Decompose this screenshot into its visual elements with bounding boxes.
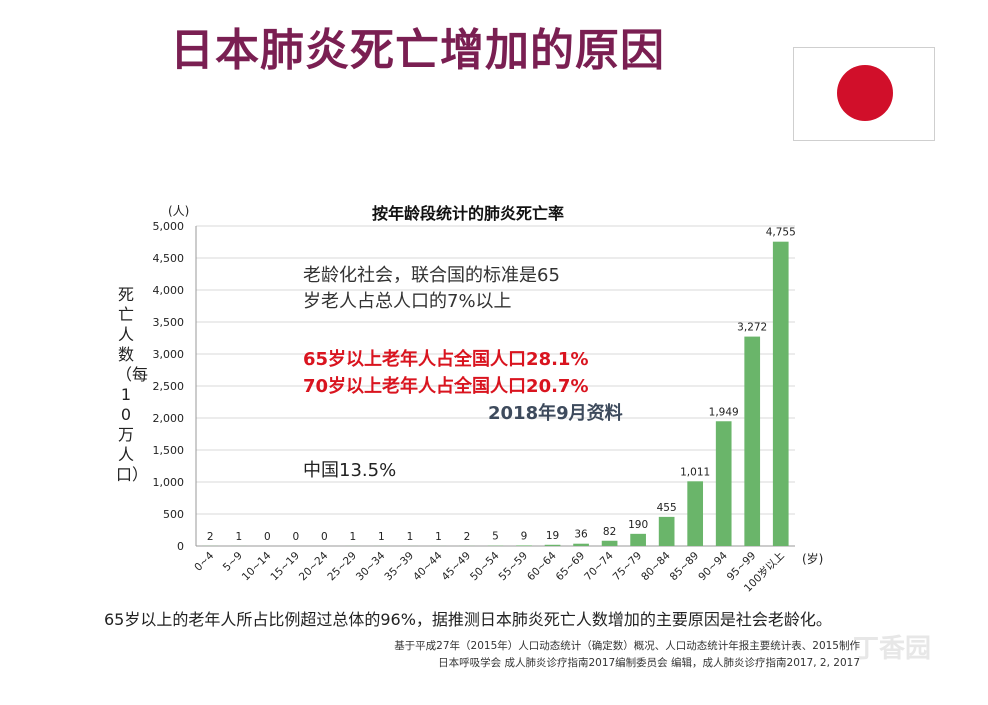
bar-value-label: 2 bbox=[207, 531, 214, 543]
source-line-1: 基于平成27年（2015年）人口动态统计（确定数）概况、人口动态统计年报主要统计… bbox=[394, 640, 860, 652]
x-tick-label: 55~59 bbox=[497, 550, 531, 584]
y-tick-label: 4,000 bbox=[153, 284, 185, 297]
x-tick-label: 25~29 bbox=[325, 550, 359, 584]
annotation-aging-standard-1: 老龄化社会，联合国的标准是65 bbox=[303, 265, 560, 286]
bar-value-label: 82 bbox=[603, 526, 616, 538]
bar-chart: 05001,0001,5002,0002,5003,0003,5004,0004… bbox=[153, 204, 824, 595]
annotation-65-plus: 65岁以上老年人占全国人口28.1% bbox=[303, 349, 589, 370]
x-tick-label: 40~44 bbox=[411, 549, 445, 583]
annotation-china: 中国13.5% bbox=[303, 460, 397, 481]
bar-value-label: 1 bbox=[350, 531, 357, 543]
x-tick-label: 90~94 bbox=[696, 549, 730, 583]
bar-value-label: 1,011 bbox=[680, 466, 710, 478]
y-tick-label: 2,000 bbox=[153, 412, 185, 425]
bar bbox=[715, 421, 732, 546]
bar-value-label: 1 bbox=[407, 531, 414, 543]
bar bbox=[658, 516, 675, 546]
y-unit-label: (人) bbox=[168, 204, 189, 218]
bar-value-label: 19 bbox=[546, 530, 559, 542]
x-tick-label: 75~79 bbox=[611, 550, 645, 584]
page-title: 日本肺炎死亡增加的原因 bbox=[170, 25, 665, 76]
x-tick-label: 30~34 bbox=[354, 549, 388, 583]
bar-value-label: 0 bbox=[321, 531, 328, 543]
x-tick-label: 5~9 bbox=[221, 550, 245, 574]
x-tick-label: 20~24 bbox=[297, 549, 331, 583]
x-tick-label: 0~4 bbox=[192, 549, 216, 573]
y-tick-label: 1,000 bbox=[153, 476, 185, 489]
source-line-2: 日本呼吸学会 成人肺炎诊疗指南2017编制委员会 编辑，成人肺炎诊疗指南2017… bbox=[438, 657, 860, 669]
bar bbox=[601, 540, 618, 546]
x-unit-label: (岁) bbox=[802, 551, 823, 566]
bar-value-label: 1,949 bbox=[709, 406, 739, 418]
bar bbox=[516, 545, 532, 546]
y-tick-label: 500 bbox=[163, 508, 184, 521]
bar bbox=[687, 481, 704, 546]
bar-value-label: 1 bbox=[378, 531, 385, 543]
bar bbox=[630, 533, 646, 546]
conclusion-text: 65岁以上的老年人所占比例超过总体的96%，据推测日本肺炎死亡人数增加的主要原因… bbox=[104, 610, 832, 629]
bar bbox=[744, 336, 761, 546]
bar-value-label: 9 bbox=[521, 530, 528, 542]
y-tick-label: 3,000 bbox=[153, 348, 185, 361]
x-tick-label: 80~84 bbox=[639, 549, 673, 583]
y-tick-label: 0 bbox=[177, 540, 184, 553]
bar bbox=[573, 543, 589, 546]
annotation-aging-standard-2: 岁老人占总人口的7%以上 bbox=[303, 291, 512, 312]
bar-value-label: 36 bbox=[574, 529, 588, 541]
y-tick-label: 5,000 bbox=[153, 220, 185, 233]
x-tick-label: 70~74 bbox=[582, 549, 616, 583]
annotation-70-plus: 70岁以上老年人占全国人口20.7% bbox=[303, 376, 589, 397]
x-tick-label: 15~19 bbox=[268, 550, 302, 584]
watermark: 丁香园 bbox=[853, 634, 932, 664]
bar bbox=[544, 544, 561, 546]
bar bbox=[772, 241, 789, 546]
y-tick-label: 3,500 bbox=[153, 316, 185, 329]
bar-value-label: 0 bbox=[264, 531, 271, 543]
bar-value-label: 455 bbox=[657, 502, 677, 514]
bar-value-label: 190 bbox=[628, 519, 648, 531]
y-tick-label: 2,500 bbox=[153, 380, 185, 393]
flag-red-circle bbox=[837, 65, 893, 121]
bar-value-label: 2 bbox=[464, 531, 471, 543]
annotation-data-date: 2018年9月资料 bbox=[488, 403, 623, 424]
x-tick-label: 60~64 bbox=[525, 549, 559, 583]
x-tick-label: 65~69 bbox=[554, 550, 588, 584]
x-tick-label: 35~39 bbox=[382, 550, 416, 584]
x-tick-label: 10~14 bbox=[240, 549, 274, 583]
bar-value-label: 4,755 bbox=[766, 227, 796, 239]
y-axis-title: 死亡人数（每10万人口） bbox=[116, 285, 149, 484]
bar-value-label: 1 bbox=[235, 531, 242, 543]
bar-value-label: 5 bbox=[492, 531, 499, 543]
bar-value-label: 1 bbox=[435, 531, 442, 543]
chart-title: 按年龄段统计的肺炎死亡率 bbox=[372, 204, 564, 223]
y-tick-label: 1,500 bbox=[153, 444, 185, 457]
japan-flag bbox=[793, 47, 935, 141]
bar-value-label: 0 bbox=[292, 531, 299, 543]
x-tick-label: 45~49 bbox=[439, 550, 473, 584]
x-tick-label: 50~54 bbox=[468, 549, 502, 583]
bar-value-label: 3,272 bbox=[737, 322, 767, 334]
x-tick-label: 85~89 bbox=[668, 550, 702, 584]
y-tick-label: 4,500 bbox=[153, 252, 185, 265]
